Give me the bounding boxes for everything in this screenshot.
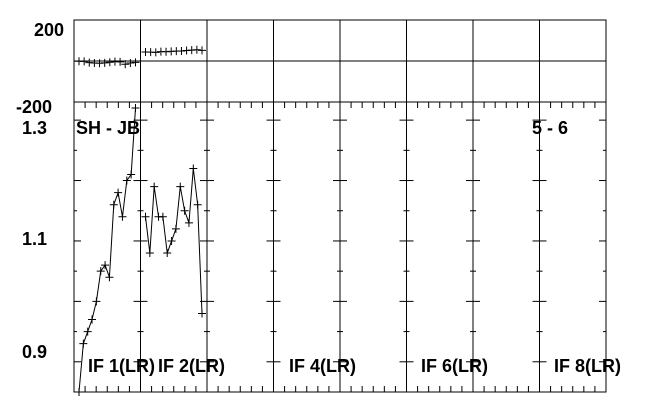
panel-label-if4: IF 4(LR) [289, 356, 356, 376]
amplitude-point [88, 315, 97, 324]
amplitude-point [167, 236, 176, 245]
amplitude-point [83, 327, 92, 336]
amp-ytick-0-9: 0.9 [22, 342, 47, 362]
panel-label-if2: IF 2(LR) [158, 356, 225, 376]
amplitude-point [171, 224, 180, 233]
amplitude-point [122, 176, 131, 185]
amplitude-point [189, 164, 198, 173]
amplitude-point [75, 388, 83, 396]
amplitude-point [145, 249, 154, 258]
phase-point [151, 48, 160, 57]
amplitude-point [79, 339, 88, 348]
amplitude-point [131, 104, 140, 113]
phase-point [116, 57, 125, 66]
panel-label-if8: IF 8(LR) [554, 356, 621, 376]
amplitude-point [101, 261, 110, 270]
amplitude-point [96, 267, 105, 276]
amplitude-point [114, 188, 123, 197]
phase-point [131, 58, 140, 67]
amplitude-point [163, 249, 172, 258]
panel-label-if6: IF 6(LR) [421, 356, 488, 376]
amplitude-point [193, 200, 202, 209]
scan-label: 5 - 6 [532, 118, 568, 138]
plot-marks [75, 45, 206, 396]
plot-frames [73, 19, 607, 393]
phase-point [126, 59, 135, 68]
phase-point [100, 58, 109, 67]
amplitude-point [127, 170, 136, 179]
amp-ytick-1-1: 1.1 [22, 229, 47, 249]
phase-point [80, 57, 89, 66]
phase-ytick-bottom: -200 [16, 97, 52, 117]
amplitude-point [176, 182, 185, 191]
phase-point [121, 60, 130, 69]
phase-point [192, 45, 201, 54]
amplitude-point [141, 212, 150, 221]
amplitude-point [184, 218, 193, 227]
amplitude-series-line [145, 168, 203, 314]
phase-point [105, 58, 114, 67]
baseline-label: SH - JB [76, 118, 140, 138]
amplitude-point [105, 273, 114, 282]
amplitude-point [92, 297, 101, 306]
amplitude-point [198, 309, 206, 318]
amplitude-series-line [78, 108, 136, 393]
phase-point [198, 46, 206, 55]
panel-label-if1: IF 1(LR) [88, 356, 155, 376]
amplitude-point [150, 182, 159, 191]
amplitude-point [118, 212, 127, 221]
phase-ytick-top: 200 [34, 20, 64, 40]
amplitude-point [158, 212, 167, 221]
amplitude-point [180, 206, 189, 215]
amplitude-point [109, 200, 118, 209]
amp-ytick-1-3: 1.3 [22, 118, 47, 138]
